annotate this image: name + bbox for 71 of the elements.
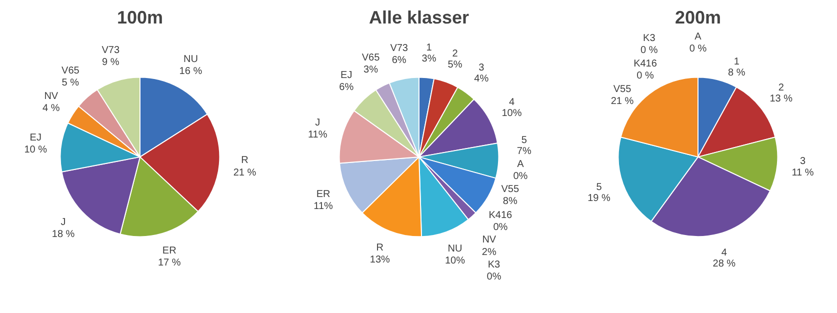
slice-label: 1 [426, 42, 432, 54]
category-label: A [517, 159, 524, 170]
slice-label: EJ [340, 70, 352, 81]
data-label: 3% [422, 54, 436, 65]
slice-label: R [241, 155, 248, 166]
category-label: K416 [634, 58, 657, 70]
category-label: K3 [643, 33, 656, 44]
slice-label: NV [44, 91, 58, 102]
slice-label: NU [448, 244, 462, 254]
data-label: 7% [516, 146, 532, 158]
data-label: 5% [448, 59, 462, 70]
slice-label: V55 [501, 184, 520, 196]
data-label: 13 % [770, 93, 793, 104]
text: 0% [493, 222, 508, 233]
chart-title: 200m [674, 8, 722, 28]
slice-label: V65 [62, 65, 80, 76]
chart-title: 100m [116, 8, 164, 28]
slice-label: V65 [362, 52, 380, 64]
data-label: 9 % [102, 57, 120, 68]
data-label: 19 % [588, 192, 611, 204]
slice-label: 2 [452, 48, 458, 60]
data-label: 13% [370, 254, 390, 266]
data-label: 10% [502, 108, 522, 120]
data-label: 4 % [42, 103, 60, 114]
data-label: 18 % [52, 228, 75, 240]
data-label: 17 % [158, 258, 181, 269]
slice-label: ER [316, 188, 330, 200]
text: 0 % [640, 45, 658, 56]
slice-label: 2 [778, 82, 784, 94]
category-label: K416 [488, 210, 512, 221]
data-label: 21 % [233, 167, 256, 178]
data-label: 6% [339, 82, 354, 93]
slice-label: NU [183, 54, 198, 65]
data-label: 28 % [712, 258, 736, 270]
data-label: 8 % [728, 68, 746, 79]
data-label: 16 % [179, 66, 202, 78]
slice-label: 5 [596, 182, 602, 193]
data-label: 21 % [610, 96, 634, 108]
slice-label: V73 [390, 42, 408, 54]
slice-label: NV [482, 234, 496, 246]
slice-label: EJ [30, 132, 42, 144]
category-label: A [694, 31, 702, 42]
text: 0 % [689, 43, 707, 54]
text: 0 % [636, 70, 654, 82]
data-label: 4% [474, 73, 489, 84]
data-label: 11 % [792, 167, 814, 178]
slice-label: J [60, 216, 66, 228]
data-label: 3% [364, 64, 378, 76]
slice-label: 1 [734, 56, 740, 68]
slice-label: V73 [102, 45, 120, 56]
data-label: 10 % [24, 144, 48, 156]
slice-label: 4 [721, 248, 728, 259]
slice-label: 4 [508, 97, 515, 108]
chart-title: Alle klasser [368, 8, 470, 28]
data-label: 6% [392, 54, 406, 66]
data-label: 11% [308, 130, 328, 141]
slice-label: 5 [521, 135, 528, 146]
data-label: 11% [314, 200, 334, 212]
slice-label: ER [162, 246, 176, 257]
slice-label: 3 [800, 156, 806, 168]
slice-label: 3 [478, 62, 485, 74]
data-label: 2% [482, 246, 496, 258]
slice-label: R [376, 242, 384, 254]
data-label: 10% [444, 256, 466, 267]
category-label: K3 [488, 260, 500, 271]
text: 0% [513, 171, 528, 182]
data-label: 5 % [62, 78, 80, 89]
data-label: 8% [502, 196, 518, 208]
text: 0% [486, 272, 502, 283]
slice-label: V55 [613, 84, 632, 95]
slice-label: J [315, 118, 320, 129]
